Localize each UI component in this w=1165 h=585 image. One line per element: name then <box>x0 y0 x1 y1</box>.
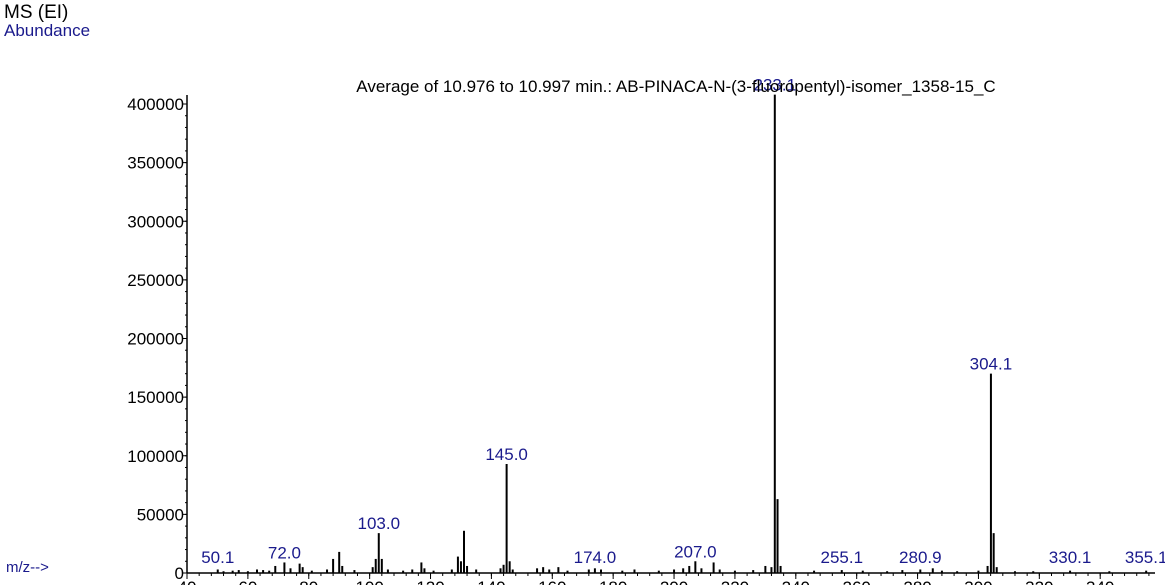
x-tick-label: 220 <box>721 578 749 585</box>
peak-label: 330.1 <box>1049 548 1092 567</box>
peak-label: 355.1 <box>1125 548 1165 567</box>
peak-label: 207.0 <box>674 542 717 561</box>
x-tick-label: 300 <box>964 578 992 585</box>
x-tick-label: 180 <box>599 578 627 585</box>
x-tick-label: 120 <box>416 578 444 585</box>
y-tick-label: 50000 <box>137 505 184 524</box>
y-tick-label: 250000 <box>127 271 184 290</box>
y-tick-label: 0 <box>175 564 184 583</box>
peak-label: 72.0 <box>268 543 301 562</box>
y-tick-label: 300000 <box>127 212 184 231</box>
x-tick-label: 260 <box>842 578 870 585</box>
peak-label: 174.0 <box>574 548 617 567</box>
peak-label: 255.1 <box>820 548 863 567</box>
x-tick-label: 200 <box>660 578 688 585</box>
x-tick-label: 160 <box>538 578 566 585</box>
x-tick-label: 240 <box>782 578 810 585</box>
peak-labels: 50.1 72.0 103.0 145.0 174.0 207.0 233.1 255.1 28… <box>201 76 1165 567</box>
peak-label: 280.9 <box>899 548 942 567</box>
x-tick-label: 340 <box>1086 578 1114 585</box>
spectrum-peaks <box>216 94 1148 573</box>
x-tick-label: 280 <box>903 578 931 585</box>
x-tick-label: 80 <box>299 578 318 585</box>
peak-label: 304.1 <box>970 355 1013 374</box>
x-axis-label: m/z--> <box>6 559 49 576</box>
x-tick-label: 140 <box>477 578 505 585</box>
axis-ticks: 0 50000 100000 150000 200000 250000 300000 3500… <box>127 95 1150 585</box>
ms-mode-title: MS (EI) <box>4 2 69 23</box>
x-tick-label: 60 <box>238 578 257 585</box>
y-tick-label: 350000 <box>127 154 184 173</box>
y-tick-label: 200000 <box>127 330 184 349</box>
peak-label: 145.0 <box>485 445 528 464</box>
y-tick-label: 150000 <box>127 388 184 407</box>
chart-title: Average of 10.976 to 10.997 min.: AB-PIN… <box>356 77 995 96</box>
y-tick-label: 400000 <box>127 95 184 114</box>
peak-label: 103.0 <box>358 514 401 533</box>
peak-label: 233.1 <box>754 76 797 95</box>
x-tick-label: 40 <box>178 578 197 585</box>
x-tick-label: 320 <box>1025 578 1053 585</box>
y-axis-label: Abundance <box>4 21 91 40</box>
x-tick-label: 100 <box>355 578 383 585</box>
y-tick-label: 100000 <box>127 447 184 466</box>
peak-label: 50.1 <box>201 548 234 567</box>
